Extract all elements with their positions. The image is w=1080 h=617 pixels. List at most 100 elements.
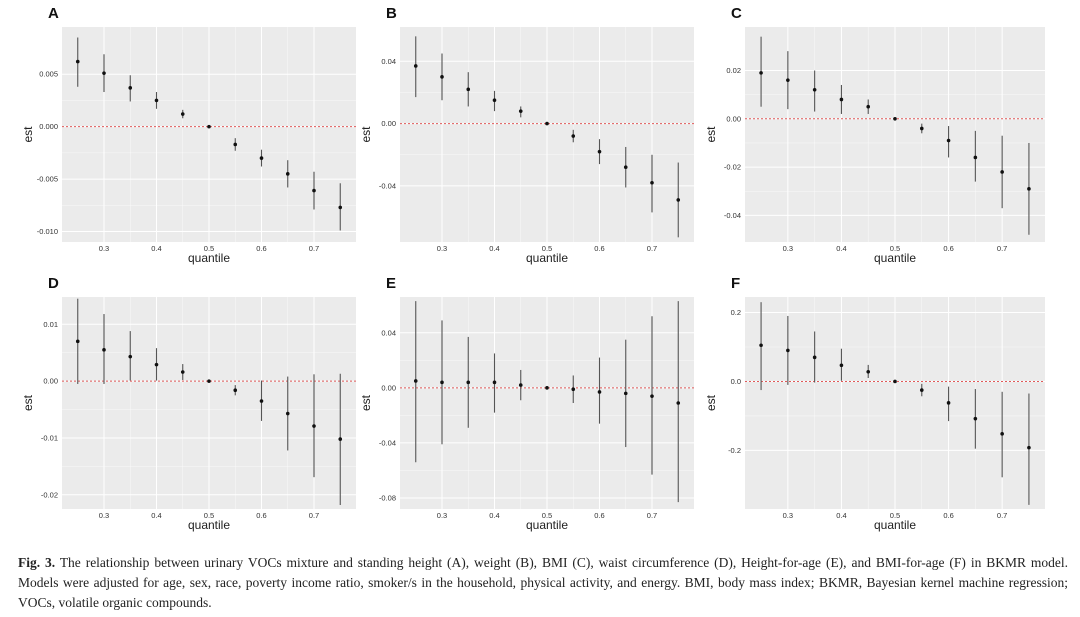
figure-panels: 0.005 0.000 -0.005 -0.010 0.3 0.4 0.5 0.6 0.7 qua… [21, 5, 1045, 532]
panel-e-point [571, 387, 576, 392]
panel-e-y-tick-label: 0.04 [381, 328, 396, 337]
panel-a-x-tick-label: 0.4 [151, 244, 161, 253]
panel-b-x-tick-label: 0.7 [647, 244, 657, 253]
panel-a-point [233, 142, 238, 147]
panel-f-y-tick-label: 0.2 [731, 308, 741, 317]
panel-c-y-tick-label: -0.04 [724, 211, 741, 220]
panel-a-x-tick-label: 0.5 [204, 244, 214, 253]
panel-c-y-tick-label: 0.02 [726, 66, 741, 75]
panel-a-point [259, 156, 264, 160]
panel-c-point [786, 78, 790, 82]
panel-f-x-tick-label: 0.3 [783, 511, 793, 520]
panel-f-point [866, 370, 871, 374]
panel-e-point [623, 391, 628, 396]
panel-a: 0.005 0.000 -0.005 -0.010 0.3 0.4 0.5 0.6 0.7 qua… [21, 5, 356, 265]
panel-e-x-tick-label: 0.3 [437, 511, 447, 520]
panel-c-x-axis-title: quantile [874, 251, 916, 265]
panel-f-x-tick-label: 0.4 [836, 511, 846, 520]
panel-d-point [180, 370, 185, 374]
panel-d-point [259, 399, 264, 403]
panel-f-x-tick-label: 0.5 [890, 511, 900, 520]
panel-c: 0.02 0.00 -0.02 -0.04 0.3 0.4 0.5 0.6 0.7 quantil… [704, 5, 1045, 265]
caption-label: Fig. 3. [18, 555, 56, 570]
panel-f-y-tick-label: -0.2 [728, 446, 741, 455]
panel-f-point [759, 343, 763, 348]
panel-a-x-tick-label: 0.7 [309, 244, 319, 253]
panel-d-y-tick-label: -0.01 [41, 433, 58, 442]
panel-a-y-tick-label: -0.010 [37, 227, 58, 236]
panel-b-y-tick-label: 0.00 [381, 119, 396, 128]
panel-d-x-axis-title: quantile [188, 518, 230, 532]
panel-d: 0.01 0.00 -0.01 -0.02 0.3 0.4 0.5 0.6 0.7 quantil… [21, 275, 356, 532]
panel-e-y-tick-label: -0.04 [379, 438, 396, 447]
panel-e-point [650, 394, 654, 398]
panel-e-point [676, 401, 681, 405]
panel-e-x-tick-label: 0.6 [594, 511, 604, 520]
panel-b-y-tick-label: 0.04 [381, 57, 396, 66]
panel-a-x-tick-label: 0.6 [256, 244, 266, 253]
panel-f-point [839, 363, 844, 368]
panel-d-x-tick-label: 0.4 [151, 511, 161, 520]
panel-d-point [75, 339, 80, 344]
panel-a-point [312, 188, 316, 193]
panel-c-point [866, 104, 871, 109]
panel-d-point [154, 362, 159, 367]
panel-c-point [1027, 187, 1031, 191]
panel-c-x-tick-label: 0.4 [836, 244, 846, 253]
panel-c-point [839, 97, 844, 102]
panel-b-point [492, 98, 497, 103]
panel-d-point [312, 424, 316, 428]
panel-a-point [128, 86, 133, 90]
panel-e: 0.04 0.00 -0.04 -0.08 0.3 0.4 0.5 0.6 0.7 quantil… [359, 275, 694, 532]
panel-f-point [1000, 432, 1004, 436]
panel-c-point [893, 116, 897, 121]
panel-b-point [623, 165, 628, 170]
panel-c-x-tick-label: 0.6 [943, 244, 953, 253]
panel-b-point [545, 121, 549, 126]
panel-a-y-tick-label: -0.005 [37, 175, 58, 184]
panel-a-point [102, 71, 106, 75]
panel-d-point [128, 354, 133, 359]
panel-f-point [786, 348, 790, 353]
panel-a-y-tick-label: 0.005 [39, 70, 58, 79]
panel-d-y-tick-label: 0.00 [43, 377, 58, 386]
panel-a-point [154, 98, 159, 103]
panel-c-point [1000, 170, 1004, 174]
panel-f-point [812, 355, 817, 360]
panel-e-point [545, 386, 549, 390]
panel-f: 0.2 0.0 -0.2 0.3 0.4 0.5 0.6 0.7 quantile est F [704, 275, 1045, 532]
panel-e-x-tick-label: 0.5 [542, 511, 552, 520]
panel-d-point [233, 388, 238, 393]
panel-d-point [207, 379, 211, 383]
panel-e-point [440, 380, 444, 385]
panel-b-point [650, 180, 654, 185]
panel-c-x-tick-label: 0.3 [783, 244, 793, 253]
panel-e-x-tick-label: 0.7 [647, 511, 657, 520]
panel-b-x-tick-label: 0.5 [542, 244, 552, 253]
panel-b: 0.04 0.00 -0.04 0.3 0.4 0.5 0.6 0.7 quantile est B [359, 5, 694, 265]
panel-b-point [571, 134, 576, 138]
panel-a-point [207, 124, 211, 129]
panel-d-point [285, 411, 290, 416]
panel-e-point [466, 380, 471, 385]
panel-a-letter: A [48, 5, 59, 22]
caption-text: The relationship between urinary VOCs mi… [18, 555, 1068, 610]
panel-d-point [338, 437, 343, 441]
panel-d-y-tick-label: 0.01 [43, 320, 58, 329]
panel-d-y-tick-label: -0.02 [41, 490, 58, 499]
panel-c-point [759, 71, 763, 75]
panel-a-x-tick-label: 0.3 [99, 244, 109, 253]
panel-d-x-tick-label: 0.6 [256, 511, 266, 520]
panel-b-point [466, 87, 471, 92]
panel-f-x-axis-title: quantile [874, 518, 916, 532]
panel-b-y-axis-title: est [359, 126, 373, 143]
panel-f-y-tick-label: 0.0 [731, 377, 741, 386]
panel-a-point [180, 112, 185, 116]
panel-f-x-tick-label: 0.6 [943, 511, 953, 520]
panel-c-point [812, 88, 817, 92]
panel-b-point [518, 109, 523, 113]
panel-c-x-tick-label: 0.5 [890, 244, 900, 253]
panel-e-point [518, 383, 523, 387]
panel-c-y-axis-title: est [704, 126, 718, 143]
figure-caption: Fig. 3. The relationship between urinary… [18, 553, 1068, 613]
